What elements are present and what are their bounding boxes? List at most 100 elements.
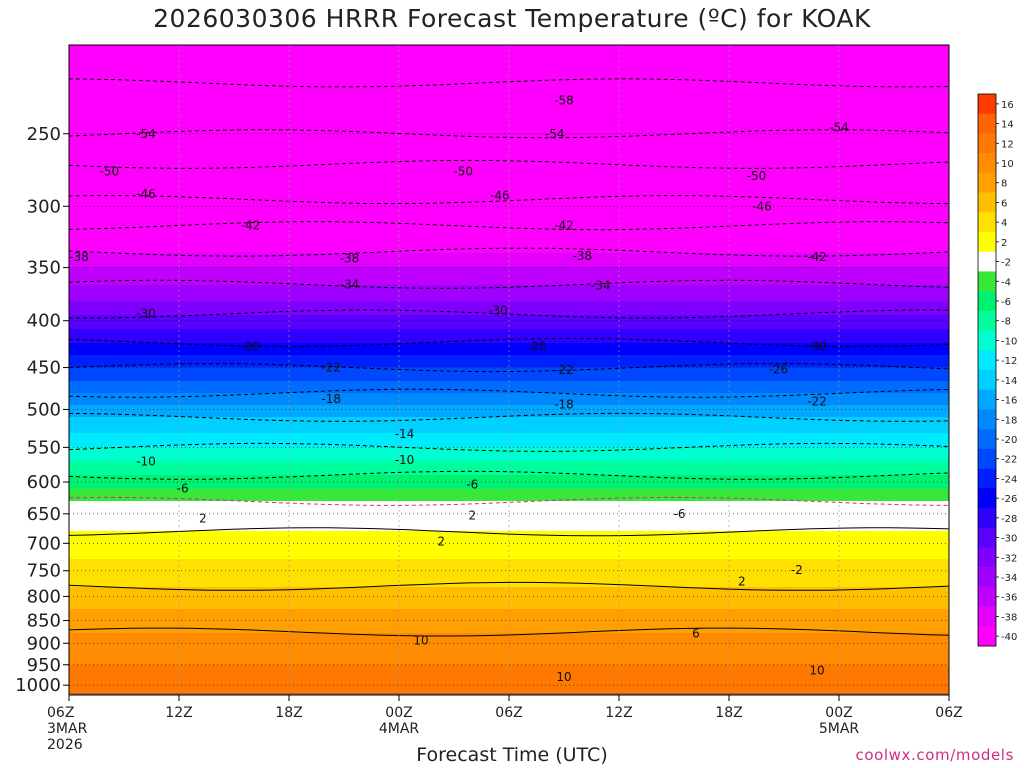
temperature-band <box>69 651 949 654</box>
colorbar-swatch <box>978 310 996 331</box>
temperature-band <box>69 587 949 590</box>
contour-label: -2 <box>791 563 803 577</box>
temperature-band <box>69 273 949 276</box>
temperature-band <box>69 441 949 444</box>
temperature-band <box>69 387 949 390</box>
temperature-band <box>69 401 949 404</box>
temperature-band <box>69 143 949 146</box>
contour-label: 2 <box>199 512 207 526</box>
colorbar-swatch <box>978 350 996 371</box>
temperature-band <box>69 303 949 306</box>
temperature-band <box>69 103 949 106</box>
colorbar-swatch <box>978 94 996 115</box>
temperature-band <box>69 87 949 90</box>
temperature-band <box>69 331 949 334</box>
x-tick-label: 12Z <box>605 705 632 721</box>
colorbar-swatch <box>978 251 996 272</box>
temperature-band <box>69 691 949 694</box>
temperature-band <box>69 327 949 330</box>
colorbar-label: -28 <box>1001 514 1017 525</box>
temperature-band <box>69 407 949 410</box>
temperature-band <box>69 477 949 480</box>
temperature-band <box>69 621 949 624</box>
temperature-band <box>69 171 949 174</box>
temperature-band <box>69 123 949 126</box>
colorbar: 16 14 12 10 8 6 4 2 -2 -4 -6 -8 -10 -12 -14 -16 -18 -20 -2… <box>977 93 1017 647</box>
temperature-band <box>69 393 949 396</box>
surface-band <box>69 693 949 695</box>
temperature-band <box>69 217 949 220</box>
temperature-band <box>69 673 949 676</box>
y-tick-label: 700 <box>27 533 61 554</box>
temperature-band <box>69 341 949 344</box>
contour-label: -54 <box>829 120 849 134</box>
temperature-band <box>69 241 949 244</box>
contour-label: -26 <box>527 340 547 354</box>
colorbar-swatch <box>978 606 996 627</box>
temperature-band <box>69 131 949 134</box>
temperature-band <box>69 361 949 364</box>
temperature-band <box>69 653 949 656</box>
temperature-band <box>69 471 949 474</box>
temperature-band <box>69 357 949 360</box>
temperature-band <box>69 201 949 204</box>
contour-label: -22 <box>807 394 827 408</box>
contour-label: -38 <box>573 249 593 263</box>
y-tick-label: 950 <box>27 655 61 676</box>
temperature-band <box>69 337 949 340</box>
temperature-band <box>69 301 949 304</box>
contour-label: 2 <box>437 535 445 549</box>
temperature-band <box>69 253 949 256</box>
temperature-band <box>69 173 949 176</box>
colorbar-label: -34 <box>1001 573 1017 584</box>
temperature-band <box>69 177 949 180</box>
contour-label: -6 <box>466 478 478 492</box>
temperature-band <box>69 677 949 680</box>
temperature-band <box>69 657 949 660</box>
credit-link[interactable]: coolwx.com/models <box>855 746 1014 764</box>
temperature-band <box>69 461 949 464</box>
temperature-band <box>69 497 949 500</box>
temperature-band <box>69 287 949 290</box>
temperature-band <box>69 607 949 610</box>
temperature-band <box>69 507 949 510</box>
temperature-band <box>69 433 949 436</box>
colorbar-label: -20 <box>1001 435 1017 446</box>
temperature-band <box>69 523 949 526</box>
y-tick-label: 650 <box>27 504 61 525</box>
temperature-band <box>69 647 949 650</box>
temperature-band <box>69 91 949 94</box>
colorbar-frame <box>977 93 997 647</box>
colorbar-label: -8 <box>1001 317 1011 328</box>
contour-label: 10 <box>809 664 824 678</box>
contour-label: 6 <box>692 626 700 640</box>
temperature-band <box>69 181 949 184</box>
x-tick-label: 18Z <box>275 705 302 721</box>
temperature-band <box>69 413 949 416</box>
colorbar-swatch <box>978 468 996 489</box>
colorbar-swatch <box>978 271 996 292</box>
temperature-band <box>69 133 949 136</box>
temperature-band <box>69 207 949 210</box>
temperature-band <box>69 323 949 326</box>
temperature-band <box>69 237 949 240</box>
temperature-band <box>69 67 949 70</box>
temperature-band <box>69 57 949 60</box>
temperature-band <box>69 637 949 640</box>
temperature-band <box>69 681 949 684</box>
temperature-band <box>69 683 949 686</box>
temperature-band <box>69 381 949 384</box>
colorbar-label: 12 <box>1001 139 1014 150</box>
temperature-band <box>69 631 949 634</box>
temperature-band <box>69 473 949 476</box>
temperature-band <box>69 417 949 420</box>
temperature-band <box>69 493 949 496</box>
temperature-band <box>69 183 949 186</box>
colorbar-swatch <box>978 567 996 588</box>
temperature-band <box>69 663 949 666</box>
temperature-band <box>69 397 949 400</box>
temperature-band <box>69 293 949 296</box>
x-axis-label: Forecast Time (UTC) <box>416 744 608 766</box>
y-axis: 2503003504004505005506006507007508008509… <box>15 124 69 696</box>
temperature-band <box>69 503 949 506</box>
